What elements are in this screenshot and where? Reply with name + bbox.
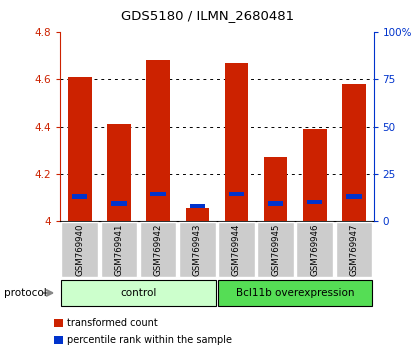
Text: GSM769945: GSM769945 (271, 223, 280, 276)
Bar (61, 280, 216, 306)
Bar (140, 222, 176, 277)
Bar (296, 222, 333, 277)
Text: GSM769943: GSM769943 (193, 223, 202, 276)
Bar (264, 157, 287, 221)
Text: percentile rank within the sample: percentile rank within the sample (67, 335, 232, 345)
Bar (268, 201, 283, 206)
Bar (186, 208, 209, 221)
Bar (307, 200, 322, 205)
Bar (218, 280, 372, 306)
Bar (179, 222, 216, 277)
Bar (61, 222, 98, 277)
Text: GSM769946: GSM769946 (310, 223, 319, 276)
Bar (218, 222, 255, 277)
Text: GSM769944: GSM769944 (232, 223, 241, 276)
Bar (225, 63, 248, 221)
Text: control: control (120, 288, 157, 298)
Bar (346, 194, 361, 199)
Text: GSM769942: GSM769942 (154, 223, 163, 276)
Bar (68, 77, 91, 221)
Text: GSM769947: GSM769947 (349, 223, 359, 276)
Bar (72, 194, 88, 199)
Bar (151, 192, 166, 196)
Bar (111, 201, 127, 206)
Text: Bcl11b overexpression: Bcl11b overexpression (236, 288, 354, 298)
Bar (303, 129, 327, 221)
Text: protocol: protocol (4, 288, 47, 298)
Bar (107, 124, 131, 221)
Bar (190, 204, 205, 208)
Bar (146, 60, 170, 221)
Bar (100, 222, 137, 277)
Bar (335, 222, 372, 277)
Bar (342, 84, 366, 221)
Text: transformed count: transformed count (67, 318, 158, 328)
Bar (229, 192, 244, 196)
Bar (257, 222, 294, 277)
Text: GSM769940: GSM769940 (75, 223, 84, 276)
Text: GSM769941: GSM769941 (115, 223, 123, 276)
Text: GDS5180 / ILMN_2680481: GDS5180 / ILMN_2680481 (121, 9, 294, 22)
